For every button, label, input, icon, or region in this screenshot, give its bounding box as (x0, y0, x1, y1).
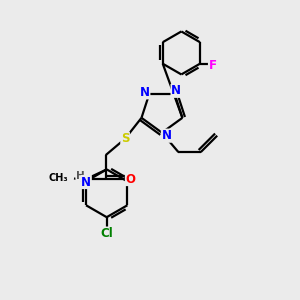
Text: CH₃: CH₃ (49, 173, 68, 183)
Text: H: H (76, 171, 85, 181)
Text: S: S (121, 132, 129, 145)
Text: N: N (171, 84, 181, 97)
Text: N: N (161, 129, 171, 142)
Text: O: O (125, 172, 135, 185)
Text: Cl: Cl (100, 227, 113, 240)
Text: N: N (140, 86, 150, 99)
Text: F: F (208, 59, 217, 72)
Text: N: N (81, 176, 91, 188)
